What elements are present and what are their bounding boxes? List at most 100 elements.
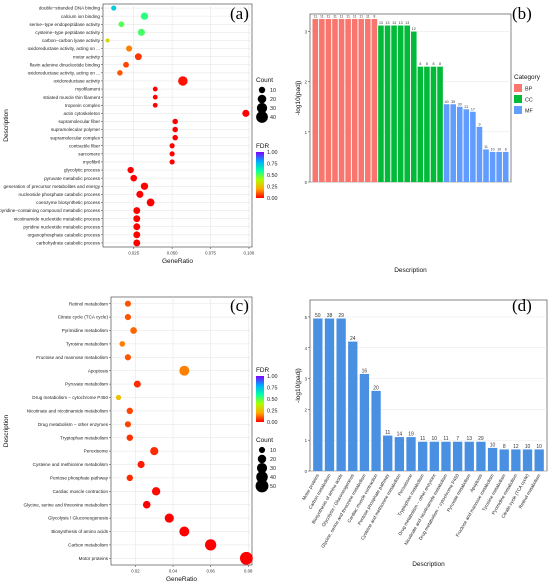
panel-a-ytick-label: oxidoreductase activity: [54, 79, 101, 84]
panel-c-ytick-label: Nicotinate and nicotinamide metabolism: [27, 409, 108, 414]
panel-a-dot: [172, 134, 178, 141]
panel-c-dot: [115, 394, 122, 401]
panel-c-ytick-label: Drug metabolism − other enzymes: [38, 422, 109, 427]
panel-a-dot: [152, 94, 158, 100]
panel-b-bar-count-label: 11: [484, 145, 488, 149]
panel-a-dot: [117, 70, 123, 76]
panel-b-legend-label: BP: [525, 87, 533, 93]
panel-b-bar-count-label: 11: [346, 15, 350, 19]
panel-c-ytick-label: Carbon metabolism: [68, 543, 108, 548]
panel-c-fdr-tick-label: 0.25: [267, 409, 278, 415]
panel-a-xtick-label: 0.025: [128, 251, 139, 256]
panel-c-size-legend-dot: [255, 479, 269, 493]
panel-b-bar-count-label: 30: [458, 102, 462, 106]
panel-c-xtick-label: 0.06: [206, 569, 215, 574]
panel-c-fdr-tick-label: 0.75: [267, 386, 278, 392]
panel-b-bar: [502, 151, 509, 182]
panel-b-bar-count-label: 21: [464, 105, 468, 109]
panel-c-dot: [151, 487, 161, 496]
panel-b-bar: [358, 19, 365, 183]
panel-b-bar-count-label: 12: [412, 27, 416, 31]
panel-a-xtick-label: 0.050: [167, 251, 178, 256]
panel-c-x-axis-title: GeneRatio: [166, 576, 197, 582]
panel-a-dot: [133, 239, 141, 247]
panel-d-bar: [383, 435, 393, 471]
panel-a-ytick-label: nucleoside phosphate catabolic process: [19, 192, 101, 197]
panel-c-xtick-label: 0.02: [131, 569, 140, 574]
panel-b-bar-count-label: 10: [491, 147, 495, 151]
panel-d-bar-count-label: 16: [362, 368, 368, 374]
panel-a-ytick-label: sarcomere: [78, 151, 100, 156]
panel-b-bar-count-label: 6: [505, 147, 507, 151]
panel-b-ytick-label: 2: [305, 80, 308, 85]
panel-a-ytick-label: organophosphate catabolic process: [27, 232, 100, 237]
panel-d-bar: [511, 449, 521, 471]
panel-a-ytick-label: myofibril: [83, 160, 100, 165]
panel-c-size-legend-dot: [256, 462, 268, 474]
panel-d-bar-count-label: 14: [397, 432, 403, 438]
panel-a-ytick-label: pyridine−containing compound metabolic p…: [0, 208, 101, 213]
panel-a-letter: (a): [230, 4, 249, 23]
panel-d-bar: [429, 441, 439, 471]
panel-b-bar: [483, 149, 489, 182]
panel-a-ytick-label: pyridine nucleotide metabolic process: [23, 224, 100, 229]
panel-b-bar: [365, 19, 371, 183]
panel-b-bar-count-label: 11: [353, 15, 357, 19]
panel-a-dot: [123, 61, 129, 68]
panel-b-bar: [312, 19, 319, 183]
panel-a-dot: [133, 231, 141, 239]
panel-d-bar: [359, 373, 370, 471]
panel-b-bar-count-label: 11: [340, 15, 344, 19]
panel-b-legend-swatch: [514, 106, 522, 114]
panel-c-ytick-label: Pyrimidine metabolism: [62, 328, 108, 333]
panel-a-dot: [133, 223, 141, 231]
panel-c-size-legend-label: 10: [270, 448, 276, 454]
panel-a-plot-area: [102, 3, 253, 248]
panel-d-bar: [534, 449, 544, 471]
panel-d-bar: [452, 441, 463, 471]
panel-d-bar-count-label: 12: [513, 444, 519, 450]
panel-a-dot: [178, 76, 188, 86]
panel-a-ytick-label: supramolecular complex: [50, 135, 100, 140]
panel-d-bar-count-label: 29: [478, 436, 484, 442]
panel-b-bar-count-label: 8: [439, 62, 441, 66]
panel-d-bar: [394, 437, 405, 471]
panel-d-bar-count-label: 11: [420, 436, 425, 442]
panel-a-ytick-label: actin cytoskeleton: [63, 111, 100, 116]
panel-b-bar: [325, 19, 332, 183]
panel-c-dot: [126, 434, 134, 441]
panel-d-letter: (d): [512, 296, 532, 315]
panel-b-bar: [397, 25, 404, 182]
panel-d-ytick-label: 1: [305, 438, 308, 443]
panel-b-bar: [496, 151, 502, 182]
panel-b-bar: [410, 31, 417, 182]
panel-b-bar-count-label: 8: [419, 62, 421, 66]
panel-a-dot: [136, 190, 144, 198]
panel-c-kegg-dotplot: 0.02 0.04 0.06 0.08 Retinol metabolism Citrat…: [3, 296, 278, 582]
panel-d-bar-count-label: 13: [466, 436, 472, 442]
panel-c-dot: [239, 551, 253, 565]
panel-c-dot: [133, 380, 141, 388]
panel-c-size-legend-dot: [256, 471, 268, 483]
panel-a-xtick-label: 0.075: [205, 251, 216, 256]
panel-c-dot: [142, 500, 151, 509]
panel-b-bar: [463, 109, 470, 182]
panel-c-ytick-label: Peroxisome: [84, 449, 109, 454]
panel-c-ytick-label: Drug metabolism − cytochrome P450: [32, 395, 108, 400]
panel-a-ytick-label: nicotinamide nucleotide metabolic proces…: [14, 216, 101, 221]
panel-a-ytick-label: generation of precursor metabolites and …: [3, 184, 100, 189]
panel-a-fdr-colorbar: [256, 152, 264, 198]
panel-b-bar-count-label: 13: [392, 21, 396, 25]
panel-c-letter: (c): [230, 296, 249, 315]
panel-d-bar-count-label: 20: [373, 385, 379, 391]
panel-d-bar: [464, 441, 474, 471]
panel-d-bar: [522, 449, 533, 471]
panel-c-dot: [126, 407, 134, 415]
panel-a-dot: [152, 102, 158, 108]
panel-a-ytick-label: pyruvate metabolic process: [44, 176, 101, 181]
panel-b-bar: [384, 25, 391, 182]
panel-a-dot: [126, 45, 133, 52]
